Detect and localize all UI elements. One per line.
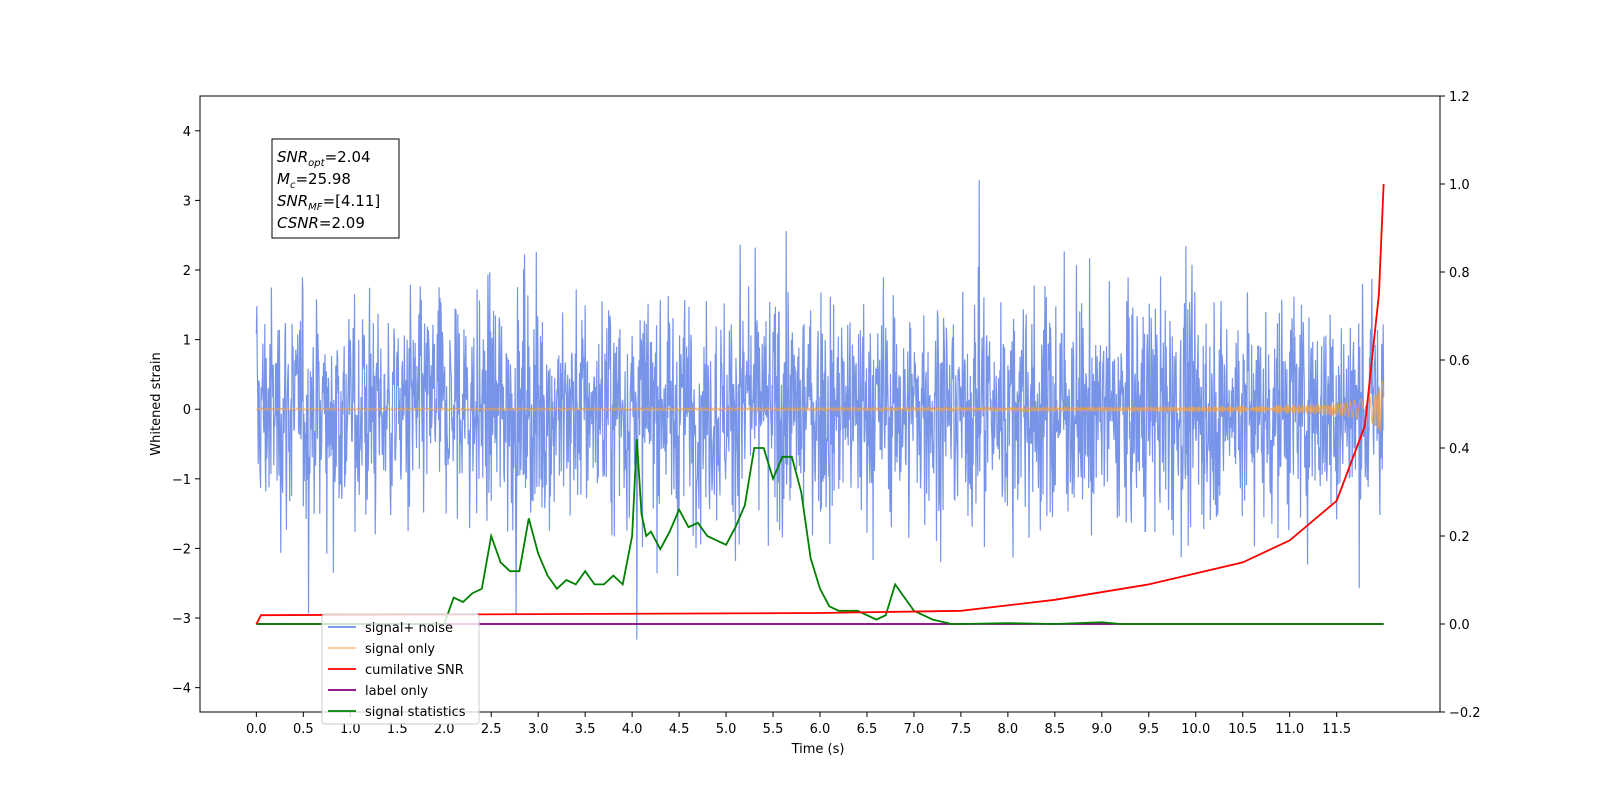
y-axis-label: Whitened strain (149, 352, 164, 455)
y-left-tick-label: −4 (172, 682, 191, 697)
series-cumulative-snr-line (255, 183, 1385, 625)
y-left-tick-label: 4 (183, 125, 191, 140)
y-axis-right-ticks: −0.2 0.0 0.2 0.4 0.6 0.8 1.0 1.2 (1440, 90, 1481, 721)
y-right-tick-label: 0.2 (1449, 530, 1470, 545)
annotation-symbol: SNR (277, 192, 308, 210)
annotation-symbol: M (277, 170, 290, 188)
y-left-tick-label: 0 (183, 403, 191, 418)
x-tick-label: 8.0 (998, 722, 1019, 737)
y-left-tick-label: 2 (183, 264, 191, 279)
x-tick-label: 4.0 (622, 722, 643, 737)
y-left-tick-label: 3 (183, 194, 191, 209)
x-tick-label: 10.5 (1228, 722, 1257, 737)
annotation-value: =[4.11] (323, 192, 381, 210)
x-tick-label: 10.0 (1181, 722, 1210, 737)
annotation-subscript: c (290, 180, 296, 191)
x-tick-label: 11.0 (1275, 722, 1304, 737)
y-axis-left-ticks: −4 −3 −2 −1 0 1 2 3 4 (172, 125, 200, 697)
legend-frame (321, 613, 480, 725)
annotation-line: CSNR=2.09 (277, 214, 365, 232)
legend-label: cumilative SNR (365, 663, 464, 678)
legend-label: signal statistics (365, 705, 466, 720)
x-tick-label: 0.0 (246, 722, 267, 737)
y-left-tick-label: −1 (172, 473, 191, 488)
legend-label: signal only (365, 642, 435, 657)
x-tick-label: 2.0 (434, 722, 455, 737)
y-left-tick-label: −3 (172, 612, 191, 627)
x-tick-label: 1.5 (387, 722, 408, 737)
y-right-tick-label: 1.2 (1449, 90, 1470, 105)
annotation-line: Mc=25.98 (277, 170, 351, 191)
annotation-value: =2.09 (319, 214, 365, 232)
annotation-symbol: CSNR (277, 214, 319, 232)
y-left-tick-label: 1 (183, 334, 191, 349)
x-tick-label: 7.5 (951, 722, 972, 737)
x-tick-label: 0.5 (293, 722, 314, 737)
annotation-value: =2.04 (325, 148, 371, 166)
y-right-tick-label: 0.0 (1449, 618, 1470, 633)
x-tick-label: 3.0 (528, 722, 549, 737)
y-right-tick-label: 1.0 (1449, 178, 1470, 193)
x-tick-label: 5.0 (716, 722, 737, 737)
y-right-tick-label: 0.4 (1449, 442, 1470, 457)
annotation-subscript: opt (308, 158, 325, 169)
x-tick-label: 3.5 (575, 722, 596, 737)
x-tick-label: 4.5 (669, 722, 690, 737)
x-tick-label: 8.5 (1045, 722, 1066, 737)
x-tick-label: 9.0 (1091, 722, 1112, 737)
series-signal-noise-line (255, 180, 1385, 640)
annotation-line: SNRopt=2.04 (277, 148, 371, 169)
x-tick-label: 9.5 (1138, 722, 1159, 737)
x-axis-label: Time (s) (791, 742, 845, 757)
x-tick-label: 11.5 (1322, 722, 1351, 737)
x-tick-label: 2.5 (481, 722, 502, 737)
series-signal-statistics-line (256, 439, 1384, 625)
annotation-symbol: SNR (277, 148, 308, 166)
x-tick-label: 1.0 (340, 722, 361, 737)
annotation-value: =25.98 (295, 170, 351, 188)
annotation-line: SNRMF=[4.11] (277, 192, 380, 213)
series-signal-only-line (256, 379, 1385, 433)
legend-label: label only (365, 684, 428, 699)
annotation-subscript: MF (308, 202, 323, 213)
y-right-tick-label: 0.6 (1449, 354, 1470, 369)
x-tick-label: 6.5 (857, 722, 878, 737)
y-left-tick-label: −2 (172, 542, 191, 557)
y-right-tick-label: 0.8 (1449, 266, 1470, 281)
y-right-tick-label: −0.2 (1449, 706, 1481, 721)
x-tick-label: 5.5 (763, 722, 784, 737)
x-tick-label: 7.0 (904, 722, 925, 737)
annotation-frame (271, 138, 400, 239)
x-axis-ticks: 0.0 0.5 1.0 1.5 2.0 2.5 3.0 3.5 4.0 4.5 5.0 5.5 6.0 6… (246, 712, 1351, 737)
legend: signal+ noise signal only cumilative SNR la… (321, 613, 480, 725)
x-tick-label: 6.0 (810, 722, 831, 737)
legend-label: signal+ noise (365, 621, 453, 636)
